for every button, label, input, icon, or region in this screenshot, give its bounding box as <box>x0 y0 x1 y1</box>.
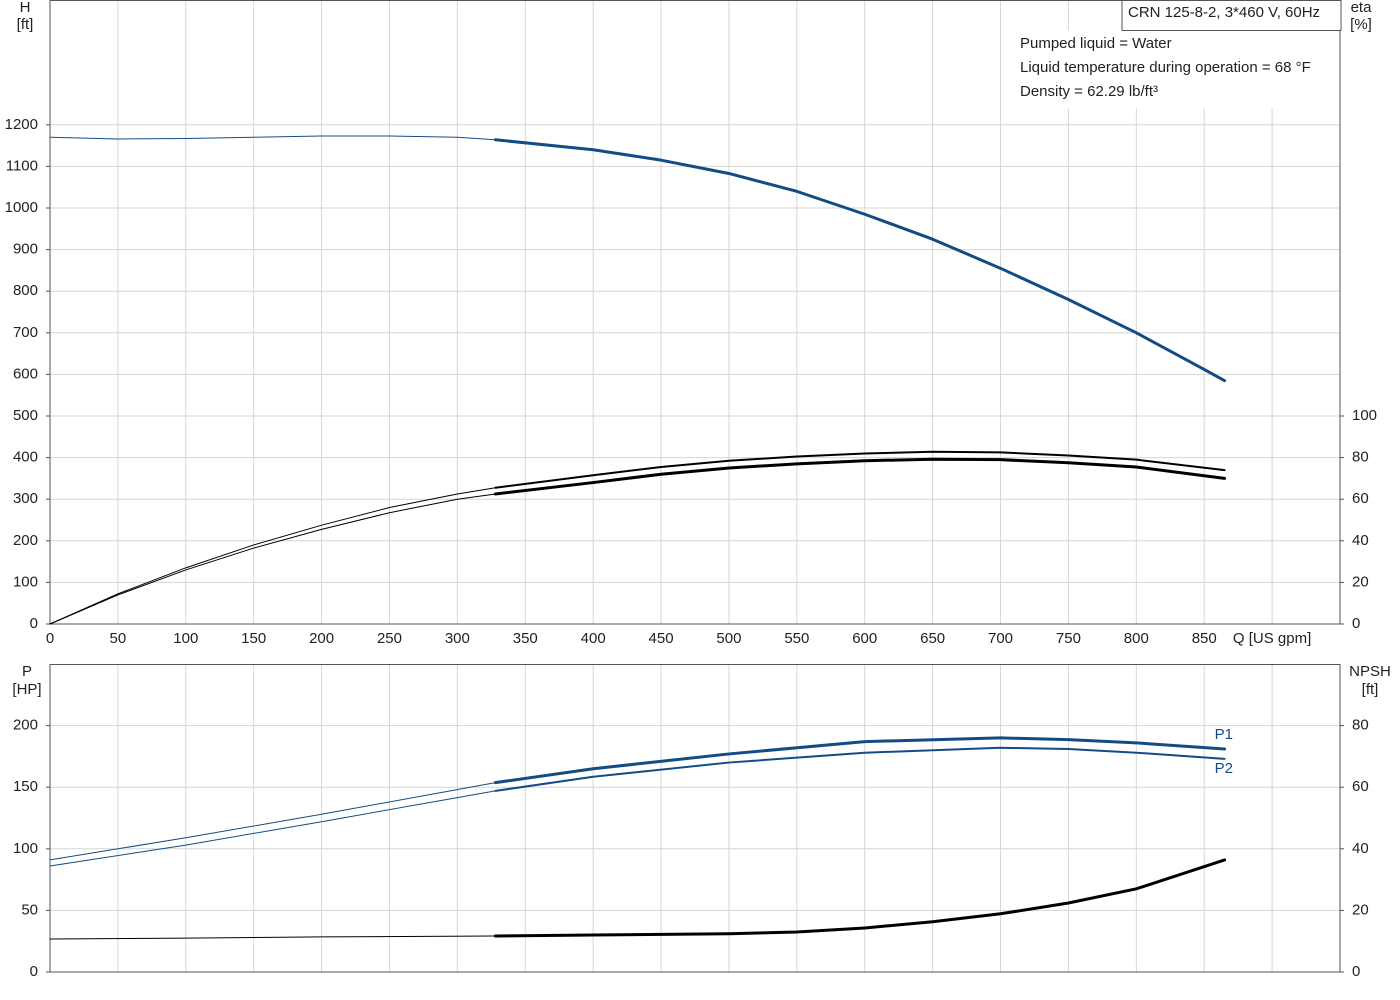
note: Pumped liquid = Water <box>1020 35 1172 52</box>
x-tick-label: Q [US gpm] <box>1233 630 1311 647</box>
y2-tick-label: 100 <box>1352 407 1377 424</box>
x-tick-label: 650 <box>920 630 945 647</box>
plot-frame <box>49 0 1341 625</box>
x-tick-label: 100 <box>173 630 198 647</box>
y2-axis-title: NPSH <box>1349 663 1391 680</box>
curve-label: P1 <box>1215 726 1233 743</box>
y-tick-label: 500 <box>13 407 38 424</box>
y2-tick-label: 60 <box>1352 490 1369 507</box>
note: Density = 62.29 lb/ft³ <box>1020 83 1158 100</box>
curve <box>49 790 496 867</box>
curve <box>494 450 1226 489</box>
x-tick-label: 250 <box>377 630 402 647</box>
y-axis-unit: [ft] <box>17 16 34 33</box>
y-axis-title: H <box>20 0 31 16</box>
note: Liquid temperature during operation = 68… <box>1020 59 1311 76</box>
y-tick-label: 800 <box>13 282 38 299</box>
notes-background <box>1012 30 1338 108</box>
x-tick-label: 50 <box>110 630 127 647</box>
y2-axis-title: eta <box>1351 0 1373 16</box>
plot-frame <box>49 664 1341 973</box>
x-tick-label: 150 <box>241 630 266 647</box>
y-tick-label: 200 <box>13 717 38 734</box>
x-tick-label: 700 <box>988 630 1013 647</box>
x-tick-label: 0 <box>46 630 54 647</box>
y-axis-unit: [HP] <box>12 681 41 698</box>
y2-axis-unit: [ft] <box>1362 681 1379 698</box>
curve <box>49 935 496 940</box>
y2-tick-label: 40 <box>1352 840 1369 857</box>
curve <box>49 135 496 141</box>
y-tick-label: 1200 <box>5 116 38 133</box>
y2-tick-label: 0 <box>1352 963 1360 980</box>
curve <box>49 782 496 861</box>
y-tick-label: 900 <box>13 241 38 258</box>
x-tick-label: 350 <box>513 630 538 647</box>
x-tick-label: 200 <box>309 630 334 647</box>
curve <box>49 487 496 625</box>
y-tick-label: 50 <box>21 901 38 918</box>
x-tick-label: 400 <box>581 630 606 647</box>
y2-tick-label: 0 <box>1352 615 1360 632</box>
x-tick-label: 500 <box>716 630 741 647</box>
x-tick-label: 800 <box>1124 630 1149 647</box>
curve <box>493 858 1227 938</box>
title: CRN 125-8-2, 3*460 V, 60Hz <box>1128 4 1320 21</box>
x-tick-label: 550 <box>784 630 809 647</box>
y2-tick-label: 40 <box>1352 532 1369 549</box>
y2-tick-label: 60 <box>1352 778 1369 795</box>
y-tick-label: 400 <box>13 449 38 466</box>
y-axis-title: P <box>22 663 32 680</box>
y-tick-label: 150 <box>13 778 38 795</box>
x-tick-label: 600 <box>852 630 877 647</box>
curve <box>49 493 496 625</box>
curve <box>494 746 1226 792</box>
y2-tick-label: 20 <box>1352 901 1369 918</box>
y-tick-label: 0 <box>30 963 38 980</box>
y-tick-label: 0 <box>30 615 38 632</box>
x-tick-label: 750 <box>1056 630 1081 647</box>
y-tick-label: 700 <box>13 324 38 341</box>
y2-tick-label: 80 <box>1352 449 1369 466</box>
curve <box>493 736 1227 785</box>
y2-tick-label: 80 <box>1352 717 1369 734</box>
y2-tick-label: 20 <box>1352 573 1369 590</box>
x-tick-label: 850 <box>1192 630 1217 647</box>
y-tick-label: 100 <box>13 573 38 590</box>
y-tick-label: 300 <box>13 490 38 507</box>
charts: 0 50 100 150 200 250 300 350 400 450 500 550 600 650 7… <box>5 0 1391 980</box>
curve <box>493 457 1227 496</box>
curve <box>493 138 1227 383</box>
curve-label: P2 <box>1215 760 1233 777</box>
x-tick-label: 300 <box>445 630 470 647</box>
y-tick-label: 200 <box>13 532 38 549</box>
y-tick-label: 600 <box>13 365 38 382</box>
y-tick-label: 1000 <box>5 199 38 216</box>
y2-axis-unit: [%] <box>1350 16 1372 33</box>
y-tick-label: 100 <box>13 840 38 857</box>
title-box <box>1121 0 1342 31</box>
y-tick-label: 1100 <box>6 157 38 174</box>
x-tick-label: 450 <box>649 630 674 647</box>
